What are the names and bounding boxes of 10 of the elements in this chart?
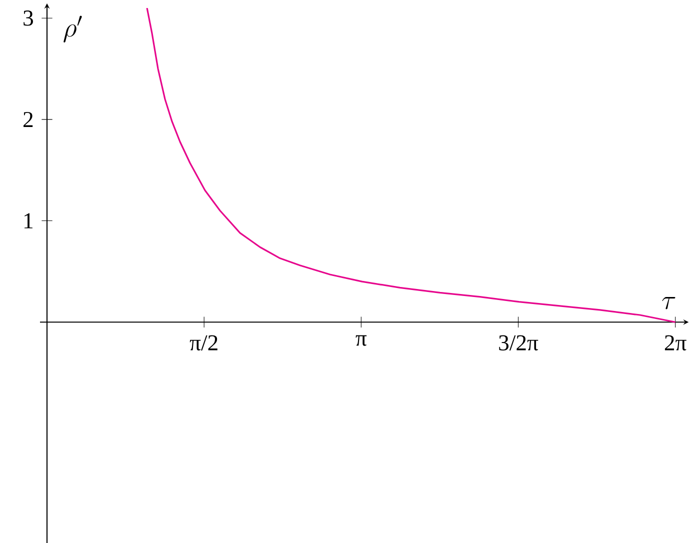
x-tick-label: 2π <box>664 335 686 350</box>
y-tick-label: 2 <box>24 112 33 127</box>
x-tick-label: π/2 <box>190 335 218 350</box>
y-axis-title: $\rho'$ <box>64 16 82 42</box>
line-series <box>146 8 676 323</box>
y-tick-label: 1 <box>24 213 32 228</box>
y-tick-label: 3 <box>24 10 33 26</box>
x-tick-label: π <box>356 335 367 346</box>
x-axis-title: $\tau$ <box>662 296 676 310</box>
x-tick-label: 3/2π <box>499 335 538 350</box>
